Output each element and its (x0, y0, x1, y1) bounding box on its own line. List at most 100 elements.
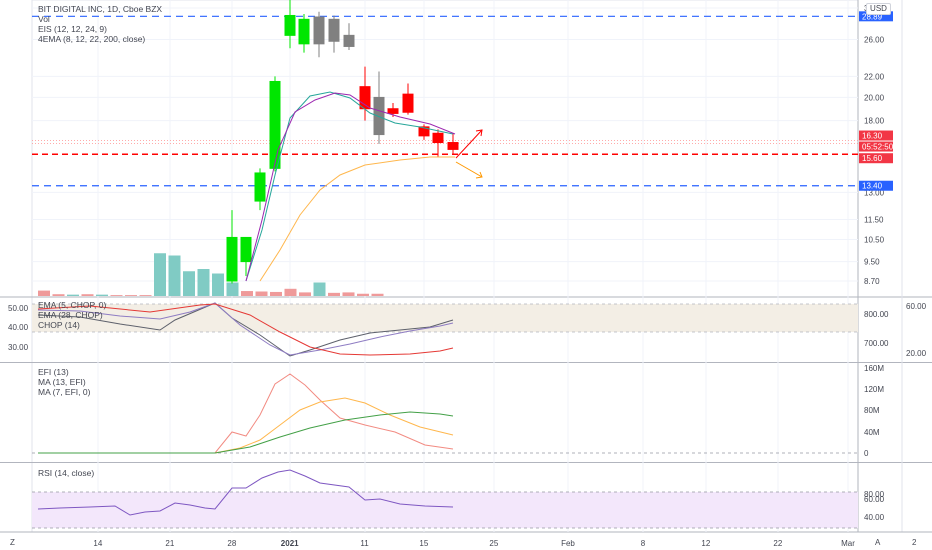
main-legend: BIT DIGITAL INC, 1D, Cboe BZX Vol EIS (1… (38, 4, 162, 44)
volume-bar (328, 292, 340, 296)
time-axis-label: 22 (773, 539, 782, 548)
price-tag-bg (859, 153, 893, 164)
price-tag: 13.40 (862, 182, 883, 191)
projection-arrow-up-head (475, 129, 483, 137)
time-axis-label: 14 (93, 539, 102, 548)
price-tag: 16.30 (862, 132, 883, 141)
legend-vol[interactable]: Vol (38, 14, 50, 24)
zoom-button[interactable]: Z (10, 538, 15, 547)
candle-body (432, 132, 444, 144)
price-tag: 28.89 (862, 12, 883, 21)
legend-4ema[interactable]: 4EMA (8, 12, 22, 200, close) (38, 34, 146, 44)
time-axis-label: 15 (419, 539, 428, 548)
legend-ema-28-chop[interactable]: EMA (28, CHOP) (38, 310, 103, 320)
candle-body (418, 126, 430, 137)
log-scale-button[interactable]: 2 (912, 538, 917, 547)
candle-body (402, 93, 414, 113)
volume-bar (197, 269, 210, 296)
candle-body (313, 16, 325, 45)
volume-bar (154, 253, 166, 296)
price-tag-bg (859, 130, 893, 141)
price-tag: 05:52:50 (862, 143, 894, 152)
rsi-axis-tick: 60.00 (864, 495, 885, 504)
candle-body (359, 86, 371, 110)
volume-bar (212, 273, 224, 296)
efi-axis-tick: 40M (864, 428, 880, 437)
rsi-axis-tick: 80.00 (864, 490, 885, 499)
time-axis-label: 21 (165, 539, 174, 548)
legend-efi[interactable]: EFI (13) (38, 367, 69, 377)
candle-body (328, 18, 340, 42)
chop-right-tick: 700.00 (864, 339, 889, 348)
volume-bar (299, 292, 311, 296)
legend-ma-7-efi[interactable]: MA (7, EFI, 0) (38, 387, 91, 397)
volume-bar (125, 295, 137, 296)
volume-bar (38, 290, 50, 296)
ema-28-chop-line (37, 303, 454, 356)
time-axis-label: 25 (489, 539, 498, 548)
price-axis-tick: 11.50 (864, 215, 884, 224)
chop-far-right-tick: 20.00 (906, 349, 927, 358)
chop-right-tick: 800.00 (864, 310, 889, 319)
candle-body (254, 172, 266, 202)
symbol-title[interactable]: BIT DIGITAL INC, 1D, Cboe BZX (38, 4, 163, 14)
projection-arrow-down-head (475, 171, 483, 179)
projection-arrow-down (455, 161, 483, 178)
rsi-band (32, 492, 858, 528)
volume-bar (241, 291, 253, 296)
price-tag-bg (859, 11, 893, 22)
ema-5-chop-line (37, 302, 454, 356)
volume-bar (110, 295, 123, 296)
candle-body (373, 96, 385, 136)
efi-axis-tick: 120M (864, 385, 884, 394)
volume-bar (371, 293, 384, 296)
rsi-legend: RSI (14, close) (38, 468, 94, 478)
time-axis-label: 8 (641, 539, 646, 548)
rsi-line (37, 469, 454, 516)
legend-rsi[interactable]: RSI (14, close) (38, 468, 95, 478)
ema-line-teal (245, 91, 454, 282)
price-axis-tick: 9.50 (864, 258, 880, 267)
chop-left-tick: 50.00 (8, 304, 29, 313)
legend-eis[interactable]: EIS (12, 12, 24, 9) (38, 24, 107, 34)
price-tag: 15.60 (862, 154, 883, 163)
chop-left-tick: 40.00 (8, 323, 29, 332)
efi-axis-tick: 80M (864, 406, 880, 415)
time-axis-label: 11 (360, 539, 369, 548)
volume-bar (81, 294, 94, 296)
price-axis-tick: 26.00 (864, 36, 885, 45)
volume-bar (52, 294, 65, 296)
legend-chop[interactable]: CHOP (14) (38, 320, 80, 330)
chop-far-right-tick: 60.00 (906, 302, 927, 311)
volume-bar (270, 291, 282, 296)
efi-line (38, 373, 454, 454)
candle-body (343, 34, 355, 47)
legend-ema-5-chop[interactable]: EMA (5, CHOP, 0) (38, 300, 107, 310)
price-axis-tick: 13.00 (864, 188, 885, 197)
volume-bar (226, 282, 239, 296)
auto-scale-button[interactable]: A (875, 538, 881, 547)
efi-legend: EFI (13) MA (13, EFI) MA (7, EFI, 0) (38, 367, 90, 397)
price-axis-tick: 8.70 (864, 277, 880, 286)
volume-bar (183, 271, 195, 296)
volume-bar (342, 292, 355, 296)
price-axis-tick: 20.00 (864, 93, 885, 102)
volume-bar (96, 294, 108, 296)
volume-bar (357, 293, 369, 296)
ma-7-efi-line (38, 397, 454, 454)
legend-ma-13-efi[interactable]: MA (13, EFI) (38, 377, 86, 387)
candle-body (387, 108, 399, 114)
volume-bar (255, 291, 268, 296)
price-axis-tick: 10.50 (864, 236, 885, 245)
price-axis-tick: 18.00 (864, 117, 885, 126)
candle-body (447, 142, 459, 150)
currency-button[interactable]: USD (866, 3, 891, 15)
price-axis-tick: 22.00 (864, 72, 885, 81)
time-axis-label: 28 (227, 539, 236, 548)
volume-bar (313, 282, 326, 296)
ema-line-orange (259, 156, 455, 282)
chop-band (32, 304, 858, 332)
ema-line-purple (245, 92, 456, 282)
